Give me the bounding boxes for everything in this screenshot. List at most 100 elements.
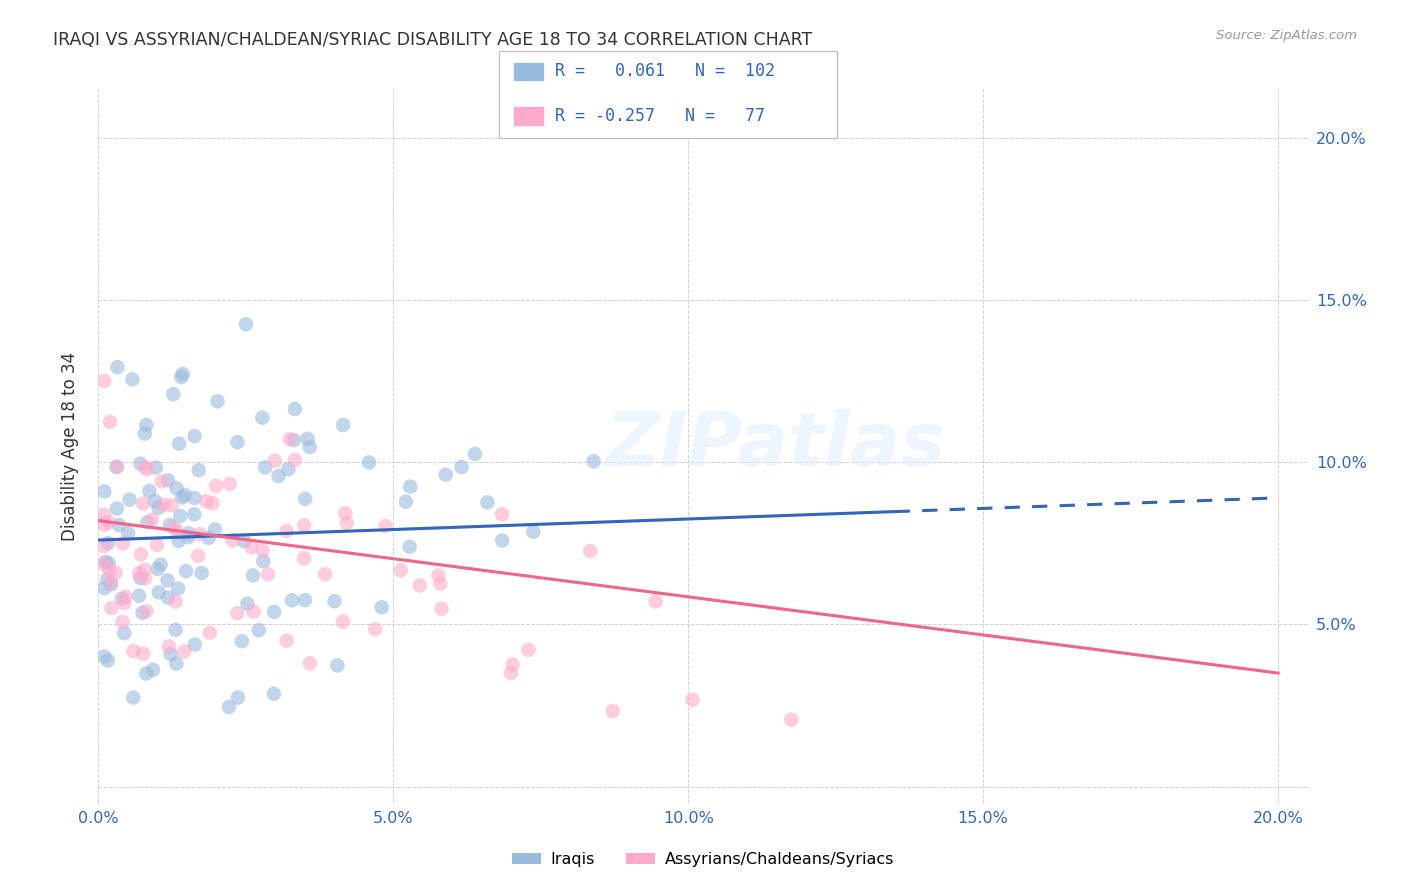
Point xyxy=(242,568,264,582)
Point xyxy=(134,572,156,586)
Point xyxy=(167,582,190,596)
Point xyxy=(172,491,194,505)
Point xyxy=(129,547,152,561)
Point xyxy=(111,591,134,606)
Point xyxy=(156,574,179,588)
Point xyxy=(409,578,432,592)
Point xyxy=(128,566,150,581)
Point xyxy=(522,524,544,539)
Point xyxy=(252,554,274,568)
Point xyxy=(579,544,602,558)
Point xyxy=(122,644,145,658)
Point xyxy=(136,462,159,476)
Point xyxy=(294,593,316,607)
Point xyxy=(204,523,226,537)
Point xyxy=(173,488,195,502)
Point xyxy=(298,656,321,670)
Point xyxy=(145,460,167,475)
Point xyxy=(332,418,354,433)
Point xyxy=(207,394,229,409)
Point xyxy=(197,531,219,545)
Point xyxy=(491,533,513,548)
Point xyxy=(682,693,704,707)
Point xyxy=(226,607,249,621)
Point xyxy=(111,615,134,629)
Point xyxy=(205,479,228,493)
Text: Source: ZipAtlas.com: Source: ZipAtlas.com xyxy=(1216,29,1357,42)
Point xyxy=(644,594,666,608)
Point xyxy=(134,460,156,475)
Point xyxy=(96,572,118,586)
Point xyxy=(263,687,285,701)
Point xyxy=(148,500,170,515)
Point xyxy=(430,601,453,615)
Point xyxy=(173,644,195,658)
Legend: Iraqis, Assyrians/Chaldeans/Syriacs: Iraqis, Assyrians/Chaldeans/Syriacs xyxy=(505,846,901,873)
Point xyxy=(121,372,143,386)
Point xyxy=(450,460,472,475)
Point xyxy=(129,571,152,585)
Point xyxy=(162,387,184,401)
Point xyxy=(105,460,128,475)
Point xyxy=(183,429,205,443)
Point xyxy=(156,473,179,487)
Point xyxy=(314,567,336,582)
Point xyxy=(169,508,191,523)
Point xyxy=(143,494,166,508)
Point xyxy=(128,589,150,603)
Point xyxy=(190,566,212,580)
Point xyxy=(267,469,290,483)
Point xyxy=(112,626,135,640)
Point xyxy=(135,666,157,681)
Point xyxy=(231,634,253,648)
Point xyxy=(97,557,120,571)
Point xyxy=(427,568,450,582)
Point xyxy=(97,653,120,667)
Point xyxy=(187,549,209,563)
Point xyxy=(104,566,127,580)
Point xyxy=(159,518,181,533)
Point xyxy=(218,700,240,714)
Point xyxy=(138,483,160,498)
Point xyxy=(136,516,159,530)
Point xyxy=(165,594,187,608)
Point xyxy=(100,601,122,615)
Point xyxy=(132,496,155,510)
Point xyxy=(100,575,122,590)
Point xyxy=(146,562,169,576)
Point xyxy=(278,432,301,446)
Point xyxy=(370,600,392,615)
Point xyxy=(162,520,184,534)
Point xyxy=(201,496,224,510)
Point xyxy=(146,538,169,552)
Point xyxy=(160,498,183,512)
Point xyxy=(156,591,179,605)
Point xyxy=(218,476,240,491)
Point xyxy=(166,524,188,539)
Point xyxy=(135,604,157,618)
Point xyxy=(108,518,131,533)
Point xyxy=(276,633,298,648)
Point xyxy=(357,455,380,469)
Point xyxy=(233,534,256,549)
Text: ZIPatlas: ZIPatlas xyxy=(606,409,946,483)
Point xyxy=(142,663,165,677)
Point xyxy=(177,526,200,541)
Point xyxy=(240,540,263,554)
Point xyxy=(395,495,418,509)
Point xyxy=(112,596,135,610)
Point xyxy=(195,494,218,508)
Point xyxy=(93,539,115,553)
Point xyxy=(284,453,307,467)
Point xyxy=(242,605,264,619)
Point xyxy=(235,317,257,331)
Point xyxy=(499,666,522,681)
Point xyxy=(434,467,457,482)
Point xyxy=(93,374,115,388)
Point xyxy=(298,440,321,454)
Point xyxy=(165,623,187,637)
Text: IRAQI VS ASSYRIAN/CHALDEAN/SYRIAC DISABILITY AGE 18 TO 34 CORRELATION CHART: IRAQI VS ASSYRIAN/CHALDEAN/SYRIAC DISABI… xyxy=(53,31,813,49)
Point xyxy=(141,513,163,527)
Point xyxy=(602,704,624,718)
Point xyxy=(429,576,451,591)
